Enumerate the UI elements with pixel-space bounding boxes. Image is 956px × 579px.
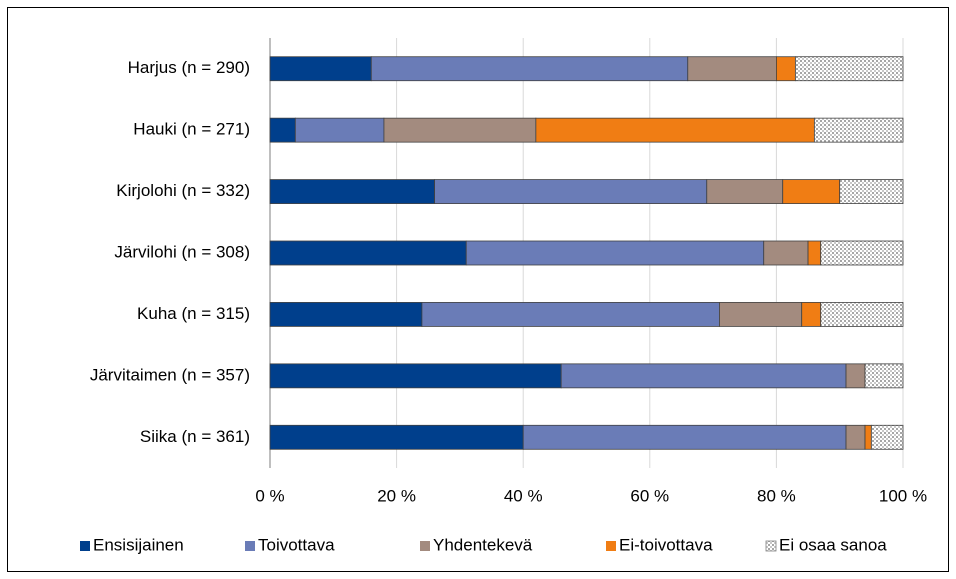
bar-segment bbox=[763, 240, 809, 266]
bar-segment bbox=[535, 117, 815, 143]
legend-swatch bbox=[765, 540, 777, 552]
x-tick-label: 100 % bbox=[879, 486, 927, 505]
bar-segment bbox=[269, 240, 467, 266]
bar-segment bbox=[813, 117, 904, 143]
x-tick-label: 40 % bbox=[504, 486, 543, 505]
legend-label: Ei osaa sanoa bbox=[779, 535, 887, 554]
bar-segment bbox=[794, 56, 904, 82]
y-tick-label: Kuha (n = 315) bbox=[137, 304, 250, 323]
bar-segment bbox=[864, 363, 904, 389]
bar-segment bbox=[370, 56, 689, 82]
bar-segment bbox=[820, 302, 904, 327]
bar-segment bbox=[421, 302, 720, 327]
legend-label: Ensisijainen bbox=[93, 535, 184, 554]
bar-segment bbox=[434, 179, 708, 204]
bar-segment bbox=[269, 56, 372, 82]
bar-segment bbox=[687, 56, 777, 82]
legend-label: Ei-toivottava bbox=[619, 535, 713, 554]
bar-segment bbox=[269, 117, 296, 143]
bar-segment bbox=[522, 424, 847, 450]
bar-segment bbox=[269, 179, 435, 204]
bar-segment bbox=[776, 56, 796, 82]
x-tick-label: 0 % bbox=[255, 486, 284, 505]
bar-segment bbox=[719, 302, 803, 327]
legend-label: Toivottava bbox=[258, 535, 335, 554]
bar-segment bbox=[845, 424, 866, 450]
bar-segment bbox=[845, 363, 866, 389]
bar-segment bbox=[839, 179, 904, 204]
legend-swatch bbox=[80, 541, 90, 551]
y-tick-label: Harjus (n = 290) bbox=[128, 58, 250, 77]
bar-segment bbox=[560, 363, 847, 389]
x-tick-label: 60 % bbox=[630, 486, 669, 505]
bar-segment bbox=[820, 240, 904, 266]
legend-swatch bbox=[245, 541, 255, 551]
x-tick-label: 20 % bbox=[377, 486, 416, 505]
y-tick-label: Siika (n = 361) bbox=[140, 427, 250, 446]
bar-segment bbox=[465, 240, 765, 266]
bar-segment bbox=[269, 424, 524, 450]
bar-segment bbox=[801, 302, 822, 327]
bar-segment bbox=[782, 179, 841, 204]
x-tick-label: 80 % bbox=[757, 486, 796, 505]
chart-frame bbox=[7, 7, 949, 572]
y-tick-label: Järvitaimen (n = 357) bbox=[90, 365, 250, 384]
bar-segment bbox=[870, 424, 904, 450]
bar-segment bbox=[269, 302, 423, 327]
y-tick-label: Kirjolohi (n = 332) bbox=[116, 181, 250, 200]
legend-swatch bbox=[606, 541, 616, 551]
legend-swatch bbox=[420, 541, 430, 551]
bar-segment bbox=[269, 363, 562, 389]
bar-segment bbox=[383, 117, 537, 143]
legend-label: Yhdentekevä bbox=[433, 535, 533, 554]
bar-segment bbox=[706, 179, 784, 204]
bar-segment bbox=[807, 240, 822, 266]
y-tick-label: Hauki (n = 271) bbox=[133, 120, 250, 139]
bar-segment bbox=[864, 424, 872, 450]
y-tick-label: Järvilohi (n = 308) bbox=[114, 242, 250, 261]
bar-segment bbox=[294, 117, 385, 143]
